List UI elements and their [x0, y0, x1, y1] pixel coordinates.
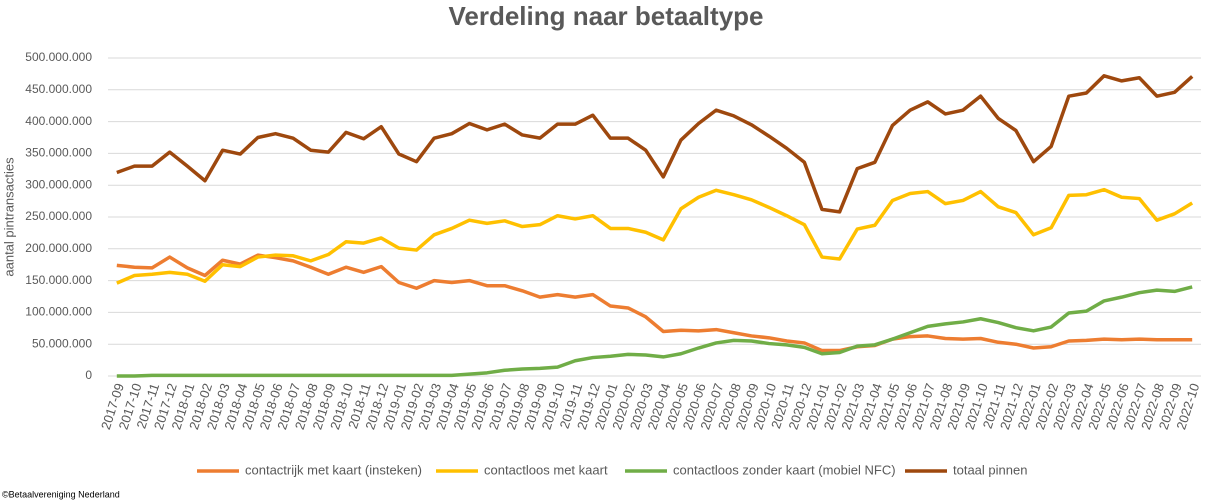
y-tick-label: 300.000.000: [25, 177, 92, 191]
y-tick-label: 250.000.000: [25, 209, 92, 223]
footer: ©Betaalvereniging Nederland: [2, 489, 120, 499]
y-tick-label: 350.000.000: [25, 146, 92, 160]
y-tick-label: 0: [85, 368, 92, 382]
legend-label: totaal pinnen: [953, 462, 1027, 477]
series-line: [116, 285, 1193, 378]
y-tick-label: 150.000.000: [25, 273, 92, 287]
y-tick-label: 50.000.000: [32, 336, 92, 350]
y-tick-label: 200.000.000: [25, 241, 92, 255]
series-line: [116, 187, 1194, 285]
y-tick-label: 500.000.000: [25, 50, 92, 64]
y-tick-label: 450.000.000: [25, 82, 92, 96]
legend-label: contactloos met kaart: [484, 462, 608, 477]
legend-label: contactloos zonder kaart (mobiel NFC): [673, 462, 896, 477]
legend-label: contactrijk met kaart (insteken): [245, 462, 422, 477]
chart-title: Verdeling naar betaaltype: [448, 1, 763, 31]
y-tick-label: 400.000.000: [25, 114, 92, 128]
series-line: [116, 253, 1193, 353]
series-line: [116, 74, 1194, 214]
y-axis-label: aantal pintransacties: [1, 157, 16, 277]
y-tick-label: 100.000.000: [25, 305, 92, 319]
